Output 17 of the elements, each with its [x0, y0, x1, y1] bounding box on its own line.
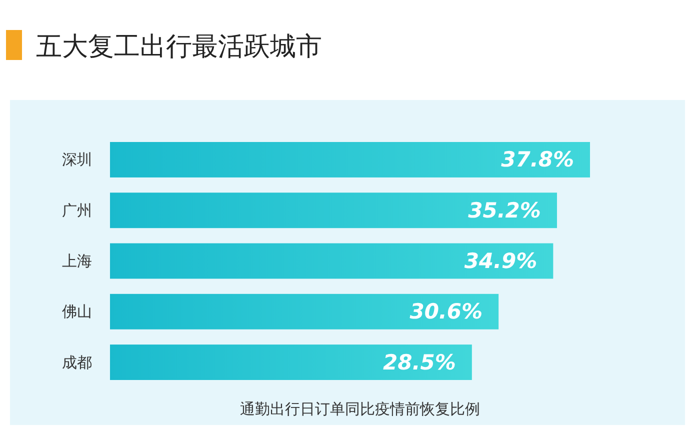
bar — [110, 243, 554, 279]
data-label: 37.8% — [501, 148, 574, 172]
data-label: 35.2% — [468, 198, 541, 222]
data-label: 28.5% — [383, 350, 456, 374]
x-axis-title: 通勤出行日订单同比疫情前恢复比例 — [240, 400, 480, 418]
y-tick-label: 上海 — [62, 252, 92, 270]
bar — [110, 344, 472, 380]
data-label: 34.9% — [464, 249, 538, 273]
y-tick-label: 佛山 — [62, 302, 92, 321]
bar — [110, 294, 499, 330]
bar — [110, 192, 557, 228]
y-tick-label: 广州 — [62, 201, 92, 220]
y-tick-label: 成都 — [62, 353, 92, 372]
y-tick-label: 深圳 — [62, 150, 92, 169]
chart-title: 五大复工出行最活跃城市 — [36, 32, 322, 62]
data-label: 30.6% — [410, 300, 483, 324]
bar — [110, 142, 590, 178]
